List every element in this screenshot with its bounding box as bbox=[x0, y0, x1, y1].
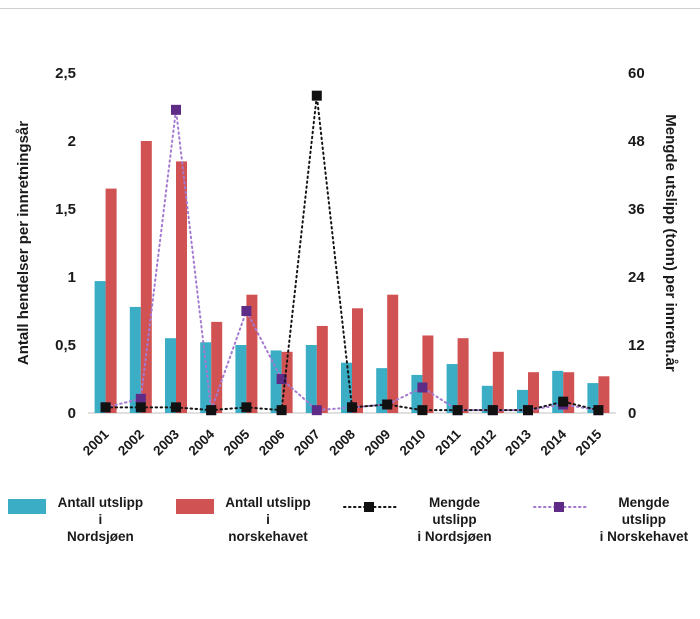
x-tick-2009: 2009 bbox=[361, 427, 393, 459]
marker-mengde-utslipp-i-nordsj-en-2002 bbox=[135, 402, 146, 413]
left-tick-0: 0 bbox=[68, 405, 76, 422]
bar-antall-utslipp-i-norskehavet-2003 bbox=[176, 161, 187, 413]
bar-antall-utslipp-i-nordsj-en-2003 bbox=[165, 338, 176, 413]
legend-swatch-mengde-nordsjoen bbox=[343, 502, 398, 512]
marker-mengde-utslipp-i-nordsj-en-2012 bbox=[487, 405, 498, 416]
x-tick-2004: 2004 bbox=[185, 426, 217, 458]
bar-antall-utslipp-i-norskehavet-2001 bbox=[105, 188, 117, 413]
x-tick-2003: 2003 bbox=[150, 426, 182, 458]
bar-antall-utslipp-i-nordsj-en-2013 bbox=[517, 389, 528, 413]
bar-antall-utslipp-i-norskehavet-2009 bbox=[387, 294, 399, 413]
bar-antall-utslipp-i-norskehavet-2002 bbox=[140, 141, 152, 413]
legend-swatch-antall-nordsjoen bbox=[8, 499, 46, 514]
x-tick-2001: 2001 bbox=[80, 426, 112, 458]
bar-antall-utslipp-i-nordsj-en-2007 bbox=[305, 345, 317, 413]
bar-antall-utslipp-i-norskehavet-2007 bbox=[316, 325, 328, 413]
marker-mengde-utslipp-i-norskehavet-2010 bbox=[417, 382, 428, 393]
marker-mengde-utslipp-i-nordsj-en-2008 bbox=[347, 402, 357, 413]
x-tick-2006: 2006 bbox=[256, 426, 288, 458]
marker-mengde-utslipp-i-nordsj-en-2015 bbox=[593, 405, 604, 416]
marker-mengde-utslipp-i-nordsj-en-2007 bbox=[311, 90, 322, 101]
chart-figure: 0 0,5 1 1,5 2 2,5 0 12 24 36 48 60 Antall hendelser … bbox=[0, 9, 700, 479]
x-tick-2002: 2002 bbox=[115, 427, 147, 459]
bar-antall-utslipp-i-nordsj-en-2012 bbox=[481, 385, 493, 413]
right-axis-title: Mengde utslipp (tonn) per innretn.år bbox=[662, 114, 679, 372]
marker-mengde-utslipp-i-norskehavet-2006 bbox=[276, 374, 287, 384]
bar-antall-utslipp-i-nordsj-en-2006 bbox=[270, 350, 282, 413]
bar-antall-utslipp-i-nordsj-en-2001 bbox=[94, 281, 106, 413]
legend-item-mengde-nordsjoen: Mengde utslipp i Nordsjøen bbox=[343, 495, 502, 546]
right-tick-36: 36 bbox=[628, 201, 645, 218]
bar-antall-utslipp-i-nordsj-en-2015 bbox=[587, 383, 599, 413]
bar-antall-utslipp-i-norskehavet-2006 bbox=[281, 351, 293, 413]
marker-mengde-utslipp-i-nordsj-en-2001 bbox=[100, 402, 111, 413]
bar-antall-utslipp-i-norskehavet-2010 bbox=[422, 335, 434, 413]
right-tick-0: 0 bbox=[628, 405, 636, 422]
bar-antall-utslipp-i-norskehavet-2008 bbox=[352, 308, 363, 413]
marker-mengde-utslipp-i-nordsj-en-2004 bbox=[206, 405, 217, 416]
right-tick-48: 48 bbox=[628, 133, 645, 150]
right-tick-24: 24 bbox=[628, 269, 645, 286]
left-tick-2: 2 bbox=[68, 133, 76, 150]
right-tick-12: 12 bbox=[628, 337, 645, 354]
x-tick-2007: 2007 bbox=[291, 427, 323, 459]
legend-label-mengde-norskehavet: Mengde utslipp i Norskehavet bbox=[599, 495, 689, 544]
marker-mengde-utslipp-i-nordsj-en-2014 bbox=[558, 396, 569, 407]
marker-mengde-utslipp-i-nordsj-en-2009 bbox=[382, 399, 393, 410]
legend-label-antall-norskehavet: Antall utslipp i norskehavet bbox=[225, 495, 311, 544]
marker-mengde-utslipp-i-nordsj-en-2013 bbox=[523, 405, 533, 416]
bar-antall-utslipp-i-nordsj-en-2009 bbox=[376, 368, 388, 413]
bar-antall-utslipp-i-norskehavet-2015 bbox=[598, 376, 610, 413]
chart-legend: Antall utslipp i Nordsjøen Antall utslip… bbox=[0, 495, 700, 546]
left-tick-1: 1 bbox=[68, 269, 76, 286]
left-axis-title: Antall hendelser per innretningsår bbox=[15, 121, 32, 365]
bar-antall-utslipp-i-nordsj-en-2002 bbox=[129, 306, 141, 413]
left-tick-2,5: 2,5 bbox=[55, 65, 76, 82]
legend-item-mengde-norskehavet: Mengde utslipp i Norskehavet bbox=[532, 495, 692, 546]
legend-swatch-antall-norskehavet bbox=[175, 499, 214, 514]
bar-antall-utslipp-i-norskehavet-2011 bbox=[457, 338, 469, 413]
bar-antall-utslipp-i-nordsj-en-2014 bbox=[552, 370, 564, 413]
marker-mengde-utslipp-i-nordsj-en-2003 bbox=[171, 402, 181, 413]
marker-mengde-utslipp-i-norskehavet-2002 bbox=[135, 393, 146, 404]
bar-antall-utslipp-i-norskehavet-2005 bbox=[246, 294, 258, 413]
bar-antall-utslipp-i-nordsj-en-2005 bbox=[235, 345, 247, 413]
bar-antall-utslipp-i-nordsj-en-2011 bbox=[446, 364, 458, 413]
bar-antall-utslipp-i-norskehavet-2013 bbox=[528, 372, 539, 413]
marker-mengde-utslipp-i-norskehavet-2005 bbox=[241, 306, 252, 316]
legend-label-antall-nordsjoen: Antall utslipp i Nordsjøen bbox=[57, 495, 144, 544]
marker-mengde-utslipp-i-nordsj-en-2006 bbox=[276, 405, 287, 416]
x-tick-2008: 2008 bbox=[326, 426, 358, 458]
bar-antall-utslipp-i-nordsj-en-2004 bbox=[200, 342, 212, 413]
bar-antall-utslipp-i-nordsj-en-2010 bbox=[411, 374, 423, 413]
marker-mengde-utslipp-i-nordsj-en-2010 bbox=[417, 405, 428, 416]
x-tick-2014: 2014 bbox=[537, 426, 569, 458]
x-tick-2015: 2015 bbox=[573, 426, 605, 458]
combo-chart: 0 0,5 1 1,5 2 2,5 0 12 24 36 48 60 Antall hendelser … bbox=[15, 65, 679, 459]
bar-antall-utslipp-i-norskehavet-2014 bbox=[563, 372, 575, 413]
legend-item-antall-norskehavet: Antall utslipp i norskehavet bbox=[175, 495, 314, 546]
marker-mengde-utslipp-i-nordsj-en-2005 bbox=[241, 402, 252, 413]
legend-item-antall-nordsjoen: Antall utslipp i Nordsjøen bbox=[8, 495, 146, 546]
x-tick-2013: 2013 bbox=[502, 426, 534, 458]
legend-label-mengde-nordsjoen: Mengde utslipp i Nordsjøen bbox=[417, 495, 492, 544]
marker-mengde-utslipp-i-nordsj-en-2011 bbox=[452, 405, 463, 416]
bar-antall-utslipp-i-nordsj-en-2008 bbox=[341, 362, 352, 413]
bar-antall-utslipp-i-norskehavet-2012 bbox=[492, 351, 504, 413]
x-tick-2011: 2011 bbox=[432, 426, 464, 458]
legend-swatch-mengde-norskehavet bbox=[532, 502, 587, 512]
x-tick-2010: 2010 bbox=[397, 427, 429, 459]
marker-mengde-utslipp-i-norskehavet-2003 bbox=[171, 104, 181, 115]
left-tick-1,5: 1,5 bbox=[55, 201, 76, 218]
top-divider bbox=[0, 8, 700, 9]
x-tick-2005: 2005 bbox=[221, 426, 253, 458]
right-tick-60: 60 bbox=[628, 65, 645, 82]
marker-mengde-utslipp-i-norskehavet-2007 bbox=[311, 405, 322, 416]
x-tick-2012: 2012 bbox=[467, 427, 499, 459]
bar-antall-utslipp-i-norskehavet-2004 bbox=[211, 321, 223, 413]
left-tick-0,5: 0,5 bbox=[55, 337, 76, 354]
